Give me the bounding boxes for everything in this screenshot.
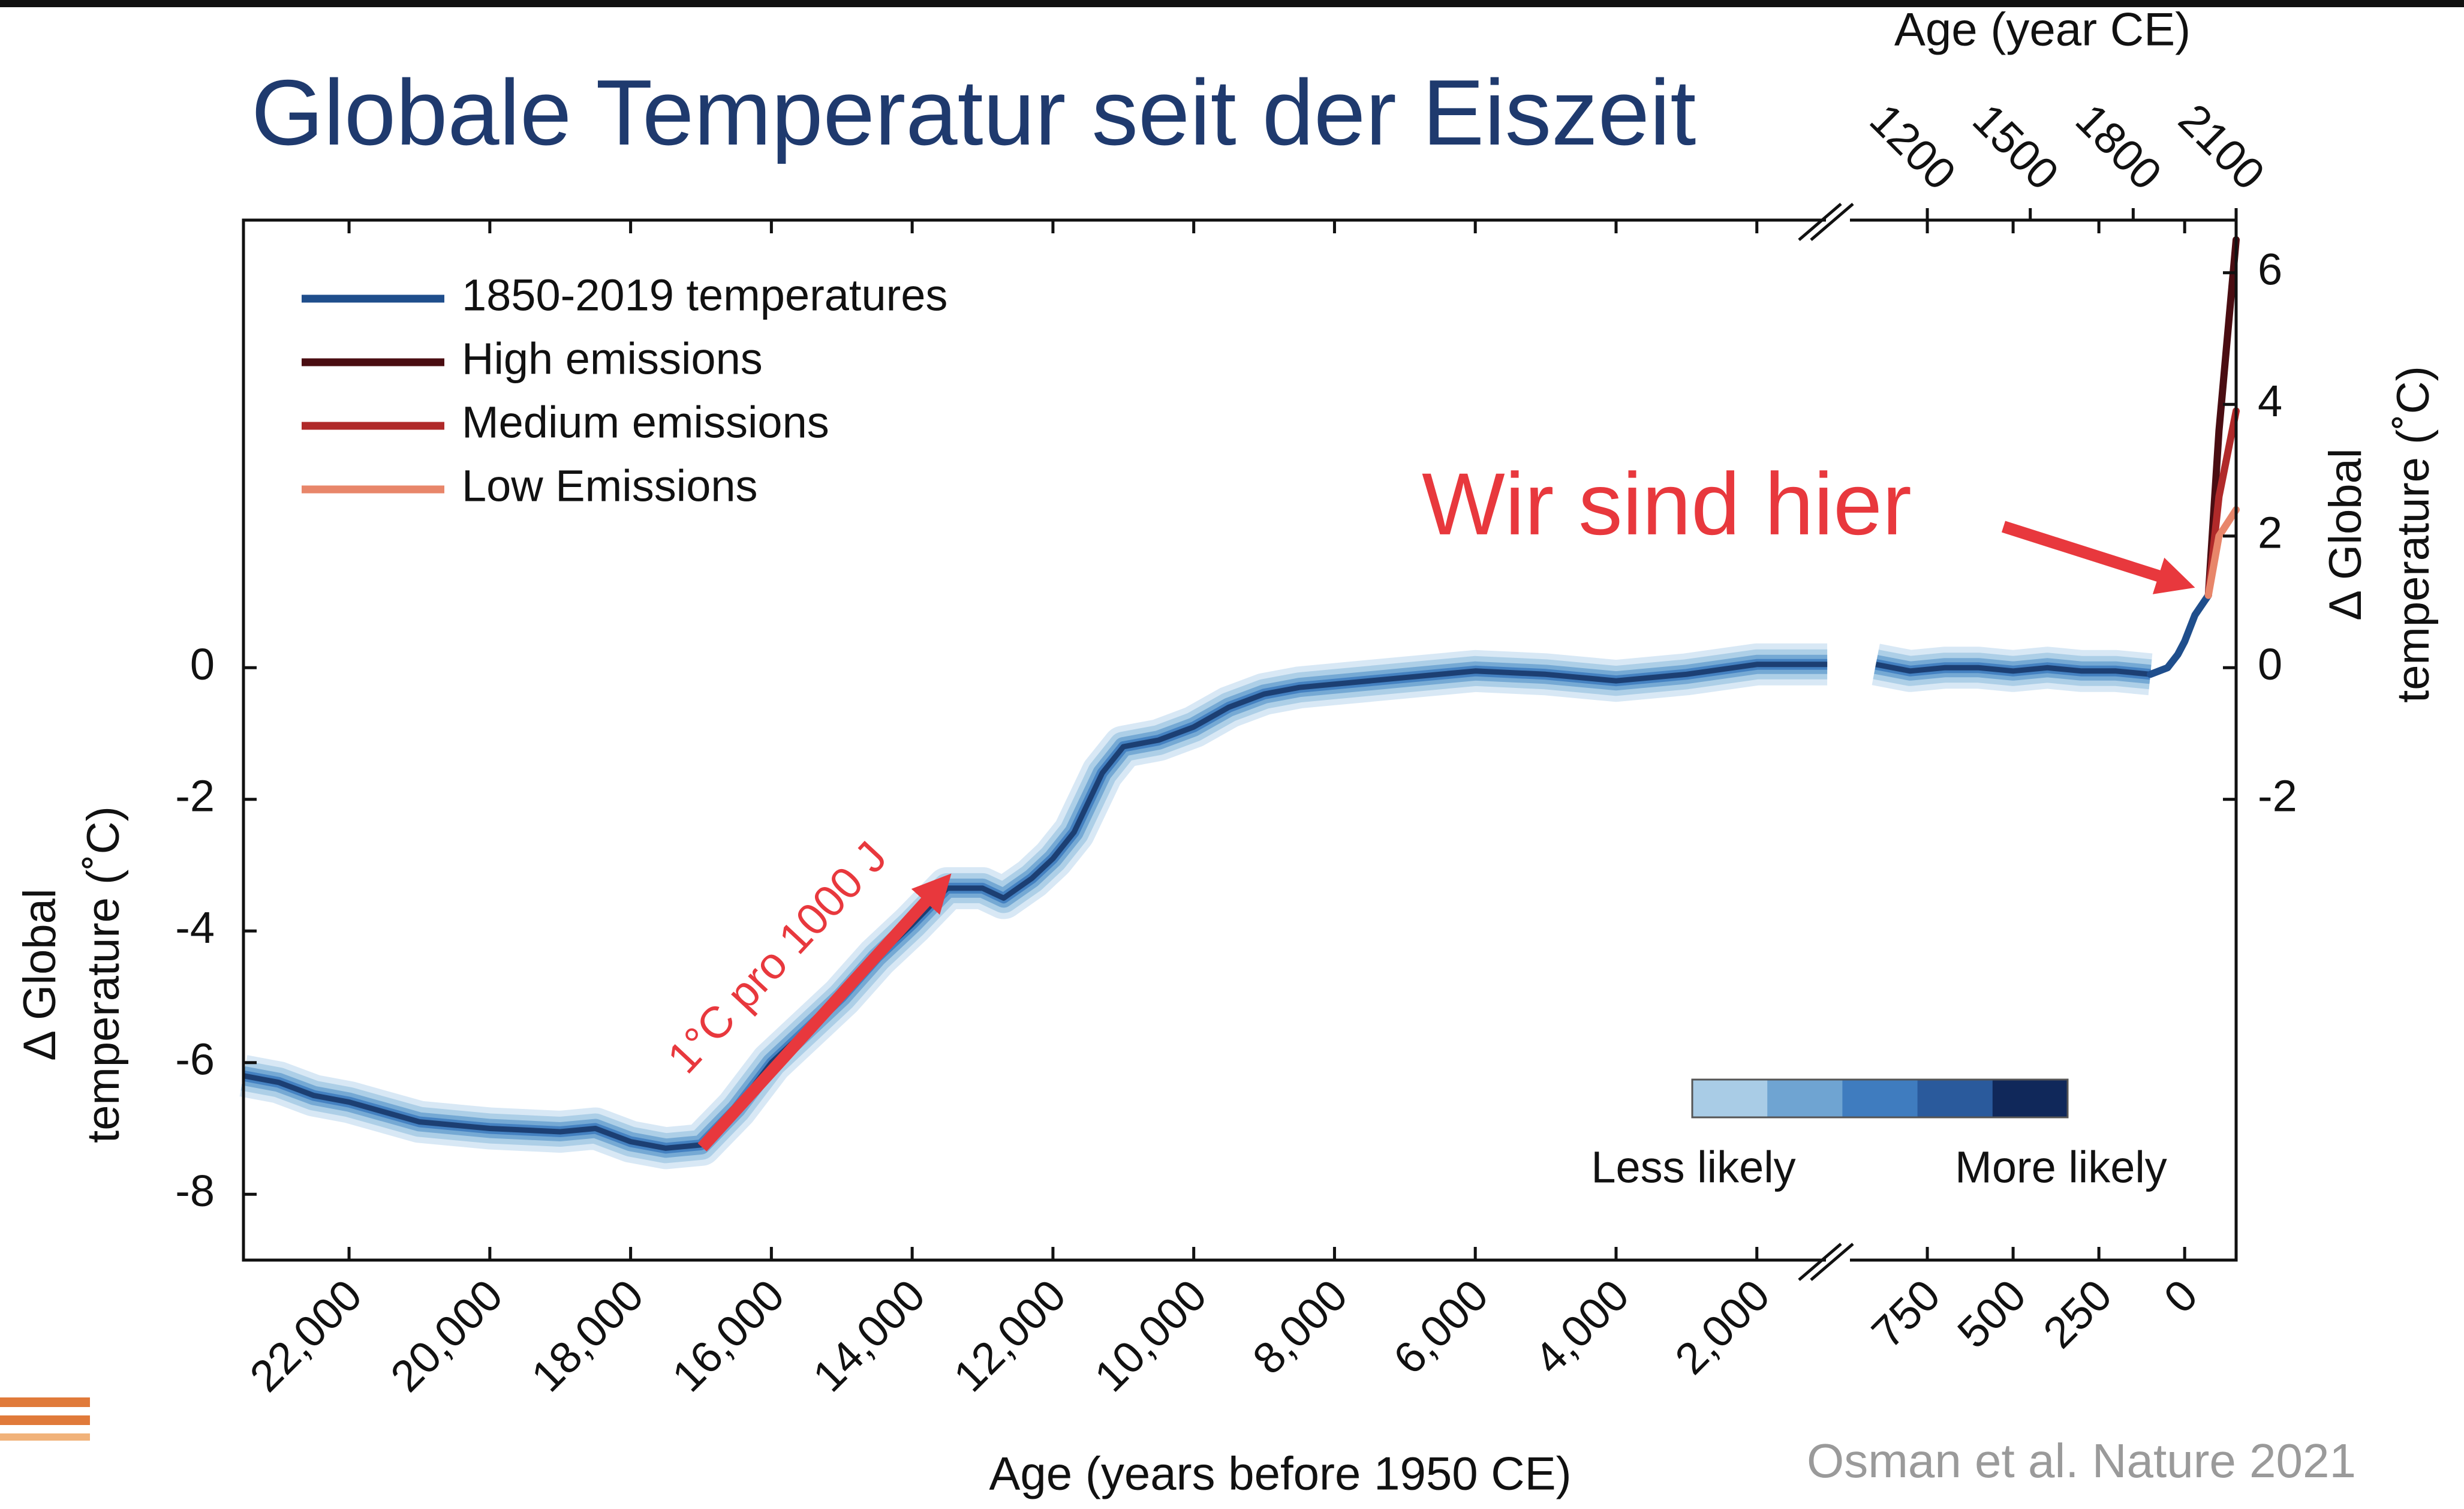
y2-tick-label: 0	[2258, 639, 2282, 689]
x-tick-label: 4,000	[1524, 1270, 1638, 1384]
y-tick-label: -8	[175, 1166, 215, 1216]
annotation-arrow	[697, 873, 952, 1152]
x2-tick-label: 1800	[2066, 94, 2171, 199]
colorbar-cell	[1992, 1080, 2068, 1117]
x-tick-label: 16,000	[663, 1270, 794, 1401]
chart-title: Globale Temperatur seit der Eiszeit	[251, 61, 1696, 164]
colorbar-label: More likely	[1955, 1143, 2167, 1192]
y-axis-label: Δ Global	[14, 888, 65, 1060]
y-tick-label: 0	[190, 639, 215, 689]
y2-axis-label: Δ Global	[2320, 448, 2371, 620]
x-tick-label: 18,000	[522, 1270, 653, 1401]
x-tick-label: 10,000	[1085, 1270, 1216, 1401]
y-tick-label: -6	[175, 1034, 215, 1084]
x-tick-label: 8,000	[1243, 1270, 1357, 1384]
source: Osman et al. Nature 2021	[1807, 1434, 2356, 1487]
plot-frame	[242, 218, 2238, 1262]
x2-axis-label: Age (year CE)	[1894, 3, 2191, 56]
y-axis-label: temperature (˚C)	[78, 806, 129, 1143]
pik-logo	[0, 1397, 90, 1441]
uncertainty-band	[240, 649, 2152, 1164]
legend-label: Low Emissions	[462, 461, 758, 511]
x2-tick-label: 1500	[1963, 94, 2068, 199]
series-line	[2204, 506, 2240, 599]
x-tick-label: 250	[2033, 1270, 2121, 1357]
y2-tick-label: 2	[2258, 507, 2282, 557]
legend-label: High emissions	[462, 334, 763, 384]
x-tick-label: 750	[1862, 1270, 1949, 1357]
colorbar-cell	[1767, 1080, 1843, 1117]
x-tick-label: 20,000	[381, 1270, 512, 1401]
colorbar-cell	[1917, 1080, 1993, 1117]
legend-label: Medium emissions	[462, 398, 829, 447]
x2-tick-label: 1200	[1861, 94, 1966, 199]
x-tick-label: 0	[2155, 1270, 2207, 1322]
x-tick-label: 22,000	[240, 1270, 371, 1401]
x2-tick-label: 2100	[2169, 94, 2274, 199]
colorbar-label: Less likely	[1591, 1143, 1795, 1192]
y2-tick-label: -2	[2258, 771, 2297, 820]
y2-axis-label: temperature (˚C)	[2388, 366, 2439, 703]
legend-label: 1850-2019 temperatures	[462, 270, 947, 320]
annotation-arrow	[2001, 521, 2195, 594]
colorbar-frame	[1691, 1078, 2069, 1119]
x-tick-label: 6,000	[1384, 1270, 1498, 1384]
top-frame	[0, 0, 2464, 7]
plot	[239, 236, 2240, 1170]
x-axis-label: Age (years before 1950 CE)	[989, 1447, 1571, 1500]
y-tick-label: -4	[175, 903, 215, 952]
y-tick-label: -2	[175, 771, 215, 820]
reconstruction-line	[243, 662, 2151, 1151]
series-line	[2147, 591, 2212, 678]
colorbar-cell	[1842, 1080, 1918, 1117]
x-tick-label: 500	[1948, 1270, 2035, 1357]
x-tick-label: 12,000	[944, 1270, 1075, 1401]
x-tick-label: 14,000	[804, 1270, 935, 1401]
x-tick-label: 2,000	[1665, 1270, 1779, 1384]
annotation: Wir sind hier	[1422, 455, 1912, 554]
y2-tick-label: 6	[2258, 244, 2282, 294]
y2-tick-label: 4	[2258, 376, 2282, 426]
colorbar-cell	[1692, 1080, 1768, 1117]
axis-break	[1798, 203, 1854, 1281]
